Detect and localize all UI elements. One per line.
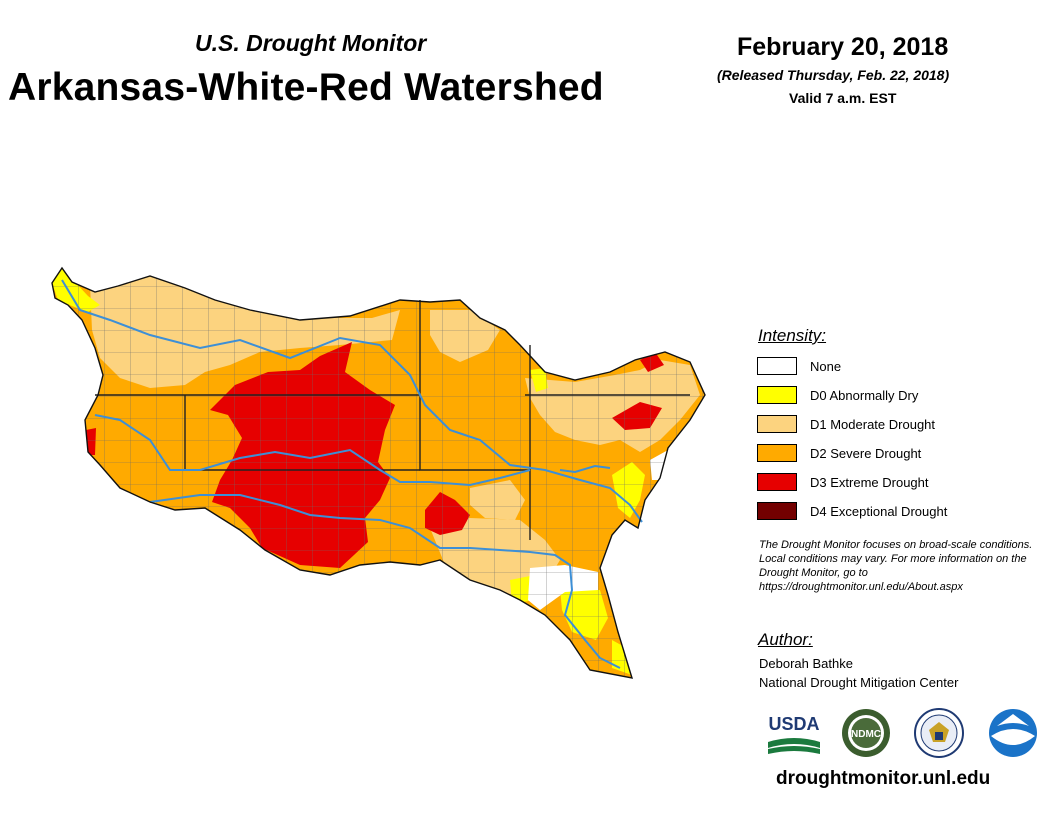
usda-logo-text: USDA bbox=[768, 714, 819, 734]
map-date: February 20, 2018 bbox=[737, 33, 949, 61]
legend-label: None bbox=[810, 358, 842, 374]
legend-label: D1 Moderate Drought bbox=[810, 416, 936, 432]
author-heading: Author: bbox=[758, 630, 813, 649]
release-date: (Released Thursday, Feb. 22, 2018) bbox=[717, 67, 950, 83]
legend-heading: Intensity: bbox=[758, 326, 827, 345]
legend-item: D3 Extreme Drought bbox=[757, 472, 929, 492]
basin-outline bbox=[51, 266, 706, 679]
valid-time: Valid 7 a.m. EST bbox=[789, 90, 897, 106]
legend-swatch bbox=[757, 415, 797, 433]
author-organization: National Drought Mitigation Center bbox=[759, 675, 959, 690]
legend-item: D0 Abnormally Dry bbox=[757, 385, 918, 405]
info-note: The Drought Monitor focuses on broad-sca… bbox=[759, 539, 1033, 593]
legend-item: D1 Moderate Drought bbox=[757, 414, 935, 434]
drought-map bbox=[51, 266, 706, 679]
ndmc-logo-text: NDMC bbox=[851, 729, 881, 740]
legend-label: D4 Exceptional Drought bbox=[810, 503, 948, 519]
legend-swatch bbox=[757, 502, 797, 520]
map-title: Arkansas-White-Red Watershed bbox=[8, 66, 604, 109]
legend-swatch bbox=[757, 444, 797, 462]
website-link[interactable]: droughtmonitor.unl.edu bbox=[776, 768, 991, 789]
map-subtitle: U.S. Drought Monitor bbox=[195, 30, 427, 56]
legend-swatch bbox=[757, 386, 797, 404]
legend-item: None bbox=[757, 356, 841, 376]
ndmc-logo: NDMC bbox=[842, 709, 890, 757]
legend-swatch bbox=[757, 473, 797, 491]
author-name: Deborah Bathke bbox=[759, 656, 853, 671]
legend-label: D3 Extreme Drought bbox=[810, 474, 929, 490]
noaa-logo bbox=[989, 709, 1037, 757]
legend-label: D0 Abnormally Dry bbox=[810, 387, 919, 403]
state-boundaries bbox=[95, 300, 690, 540]
legend-item: D2 Severe Drought bbox=[757, 443, 921, 463]
rivers bbox=[61, 279, 643, 669]
legend-item: D4 Exceptional Drought bbox=[757, 501, 947, 521]
legend-label: D2 Severe Drought bbox=[810, 445, 922, 461]
usda-logo: USDA bbox=[768, 714, 820, 754]
commerce-seal-logo bbox=[914, 708, 964, 758]
legend-swatch bbox=[757, 357, 797, 375]
